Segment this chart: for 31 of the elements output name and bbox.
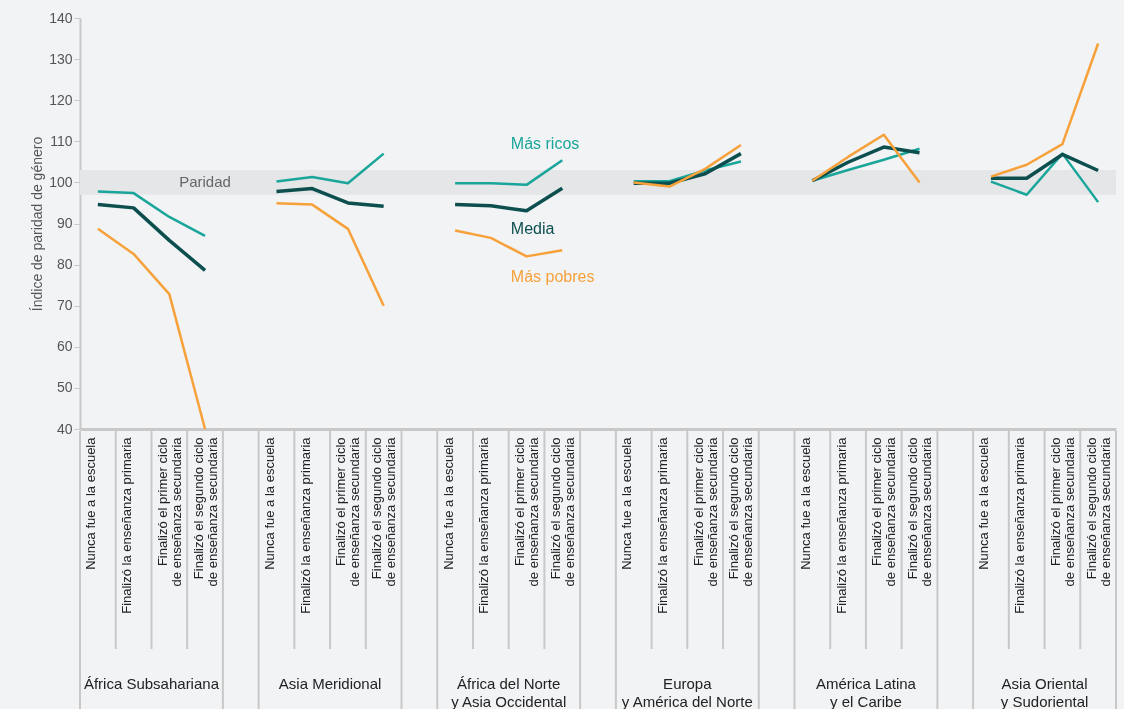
x-tick-label: Nunca fue a la escuela	[976, 436, 992, 570]
x-tick-label: Finalizó el primer ciclo de enseñanza secundaria	[154, 436, 184, 587]
y-tick-label: 100	[49, 173, 73, 190]
y-tick-label: 110	[50, 132, 73, 149]
y-tick-label: 120	[49, 91, 73, 108]
y-tick-label: 40	[56, 420, 73, 437]
x-tick-label: Nunca fue a la escuela	[619, 436, 635, 570]
x-tick-label: Finalizó la enseñanza primaria	[119, 436, 135, 614]
series-label: Media	[510, 220, 555, 238]
x-tick-label: Finalizó la enseñanza primaria	[654, 436, 670, 614]
x-tick-label: Nunca fue a la escuela	[261, 436, 277, 570]
x-tick-label: Finalizó la enseñanza primaria	[297, 436, 313, 614]
x-tick-label: Nunca fue a la escuela	[440, 436, 456, 570]
x-tick-label: Finalizó la enseñanza primaria	[1012, 436, 1028, 614]
y-tick-label: 60	[56, 338, 73, 355]
y-tick-label: 90	[56, 215, 73, 231]
y-tick-label: 130	[49, 50, 73, 67]
series-label: Más pobres	[510, 267, 595, 285]
band-label: Paridad	[179, 173, 231, 191]
x-tick-label: Nunca fue a la escuela	[797, 436, 813, 570]
y-tick-label: 80	[56, 256, 73, 273]
x-tick-label: Finalizó la enseñanza primaria	[476, 436, 492, 614]
y-tick-label: 140	[49, 9, 73, 26]
y-tick-label: 50	[56, 379, 73, 396]
x-tick-label: Nunca fue a la escuela	[83, 436, 99, 570]
series-label: Más ricos	[510, 134, 580, 152]
y-axis-title: Índice de paridad de género	[29, 136, 46, 312]
y-tick-label: 70	[56, 297, 73, 314]
x-tick-label: Finalizó la enseñanza primaria	[833, 436, 849, 614]
text: Asia Meridional	[278, 675, 382, 692]
text: África Subsahariana	[83, 675, 220, 692]
